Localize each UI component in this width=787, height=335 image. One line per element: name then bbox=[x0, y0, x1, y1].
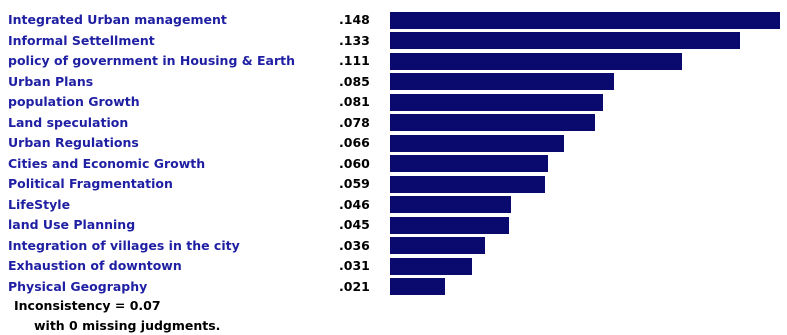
value-label: .078 bbox=[339, 114, 370, 130]
category-label: Informal Settellment bbox=[8, 32, 155, 48]
value-label: .060 bbox=[339, 155, 370, 171]
inconsistency-text: Inconsistency = 0.07 bbox=[14, 298, 161, 313]
category-label: Urban Plans bbox=[8, 73, 94, 89]
bar bbox=[390, 155, 548, 172]
value-label: .046 bbox=[339, 196, 370, 212]
category-label: land Use Planning bbox=[8, 217, 136, 232]
category-label: Urban Regulations bbox=[8, 135, 139, 150]
value-label: .045 bbox=[339, 217, 370, 232]
missing-judgments-text: with 0 missing judgments. bbox=[34, 318, 221, 333]
bar bbox=[390, 134, 564, 152]
value-label: .148 bbox=[339, 12, 370, 27]
bar bbox=[390, 52, 683, 70]
bar bbox=[390, 11, 780, 29]
value-label: .036 bbox=[339, 237, 370, 253]
bar bbox=[390, 32, 741, 49]
category-label: Political Fragmentation bbox=[8, 176, 173, 191]
category-label: policy of government in Housing & Earth bbox=[8, 53, 296, 68]
category-label: Integrated Urban management bbox=[8, 12, 227, 27]
bar bbox=[390, 114, 596, 131]
value-label: .059 bbox=[339, 176, 370, 191]
bar bbox=[390, 278, 446, 295]
value-label: .021 bbox=[339, 278, 370, 294]
category-label: Physical Geography bbox=[8, 278, 148, 294]
bar bbox=[390, 175, 546, 193]
value-label: .031 bbox=[339, 258, 370, 273]
bar bbox=[390, 216, 509, 234]
bar bbox=[390, 196, 512, 213]
bar bbox=[390, 73, 614, 90]
value-label: .085 bbox=[339, 73, 370, 89]
value-label: .081 bbox=[339, 94, 370, 109]
bar bbox=[390, 237, 485, 254]
category-label: Land speculation bbox=[8, 114, 129, 130]
category-label: Exhaustion of downtown bbox=[8, 258, 182, 273]
bar bbox=[390, 257, 472, 275]
value-label: .133 bbox=[339, 32, 370, 48]
value-label: .066 bbox=[339, 135, 370, 150]
category-label: Integration of villages in the city bbox=[8, 237, 240, 253]
category-label: Cities and Economic Growth bbox=[8, 155, 206, 171]
category-label: LifeStyle bbox=[8, 196, 71, 212]
bar bbox=[390, 93, 604, 111]
category-label: population Growth bbox=[8, 94, 140, 109]
value-label: .111 bbox=[339, 53, 370, 68]
